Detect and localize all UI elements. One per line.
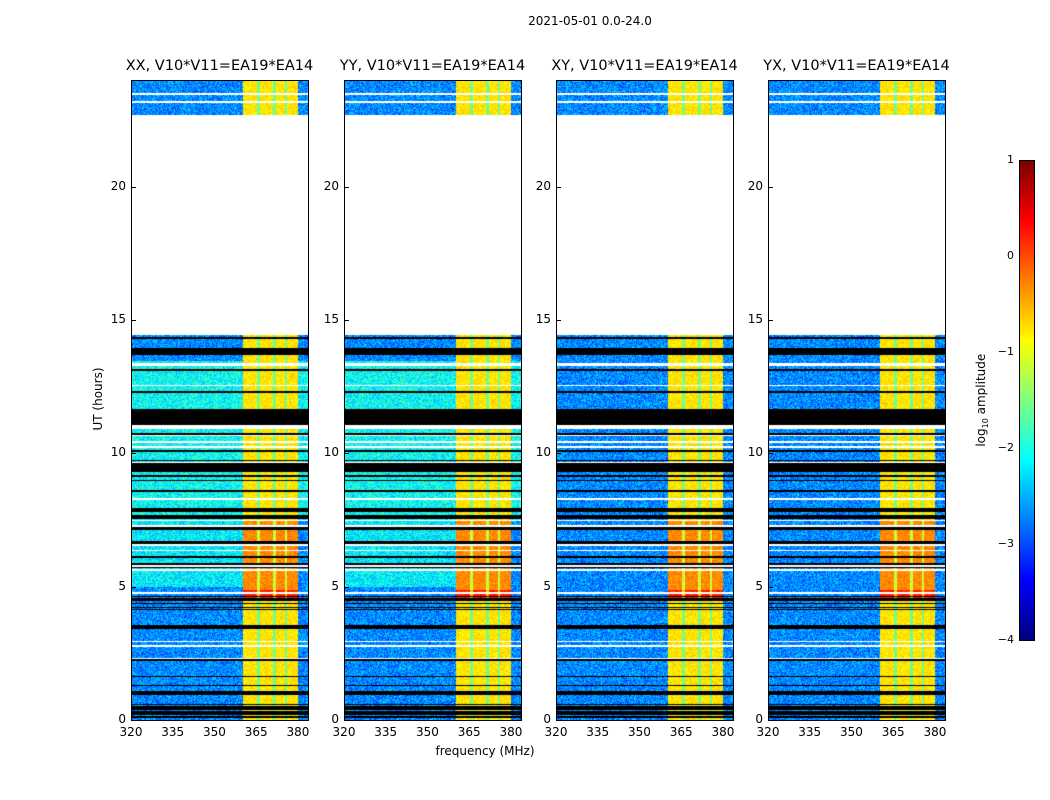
y-tick-label: 15	[323, 312, 339, 326]
x-tick-label: 335	[374, 725, 398, 739]
y-tick-mark	[131, 586, 136, 588]
y-tick-label: 10	[110, 445, 126, 460]
x-tick-label: 320	[756, 725, 780, 739]
y-tick-label: 20	[535, 178, 551, 193]
y-tick-label: 15	[110, 312, 126, 326]
panel-xy: XY, V10*V11=EA19*EA14 0 5 10 15 20 320 335 350 36…	[536, 58, 738, 739]
y-tick-label: 10	[323, 445, 339, 460]
y-tick-label: 20	[110, 178, 126, 193]
y-tick-mark	[556, 453, 561, 455]
colorbar-label: log10 amplitude	[973, 353, 991, 447]
x-tick-label: 380	[923, 725, 947, 739]
y-tick-label: 0	[755, 712, 763, 726]
x-tick-label: 365	[244, 725, 268, 739]
y-tick-mark	[131, 720, 136, 721]
x-tick-label: 365	[881, 725, 905, 739]
figure-title: 2021-05-01 0.0-24.0	[528, 14, 652, 28]
x-tick-label: 335	[798, 725, 822, 739]
y-tick-label: 0	[331, 712, 339, 726]
x-tick-label: 380	[286, 725, 310, 739]
x-tick-label: 380	[499, 725, 523, 739]
y-tick-mark	[768, 320, 773, 321]
x-tick-label: 380	[711, 725, 735, 739]
y-tick-mark	[131, 186, 136, 188]
heatmap-yx	[768, 80, 945, 720]
y-tick-mark	[768, 453, 773, 455]
heatmap-xx	[131, 80, 308, 720]
x-tick-label: 350	[628, 725, 651, 739]
y-tick-mark	[344, 453, 349, 455]
y-tick-label: 0	[543, 712, 551, 726]
colorbar-tick-label: −3	[997, 537, 1014, 550]
y-tick-label: 0	[118, 712, 126, 726]
x-tick-label: 320	[119, 725, 143, 739]
x-tick-label: 320	[544, 725, 568, 739]
x-axis-label: frequency (MHz)	[435, 744, 535, 758]
y-tick-label: 5	[755, 578, 763, 593]
y-tick-mark	[556, 720, 561, 721]
heatmap-xy	[556, 80, 733, 720]
y-tick-label: 15	[535, 312, 551, 326]
y-tick-mark	[768, 586, 773, 588]
y-tick-mark	[131, 320, 136, 321]
colorbar-tick-label: −2	[997, 441, 1014, 454]
x-tick-label: 350	[416, 725, 439, 739]
y-tick-label: 10	[747, 445, 763, 460]
y-tick-mark	[131, 453, 136, 455]
panel-title: YX, V10*V11=EA19*EA14	[763, 58, 950, 74]
panel-title: YY, V10*V11=EA19*EA14	[339, 58, 526, 74]
y-tick-label: 5	[543, 578, 551, 593]
y-tick-mark	[344, 320, 349, 321]
y-tick-mark	[344, 186, 349, 188]
panel-title: XY, V10*V11=EA19*EA14	[551, 58, 738, 74]
x-tick-label: 365	[457, 725, 481, 739]
y-tick-mark	[768, 720, 773, 721]
x-tick-label: 335	[586, 725, 610, 739]
y-tick-label: 5	[118, 578, 126, 593]
panel-xx: XX, V10*V11=EA19*EA14 0 5 10 15 20 320 335 350 36…	[111, 58, 314, 739]
y-tick-mark	[556, 186, 561, 188]
colorbar-tick-label: 1	[1007, 153, 1014, 166]
colorbar-tick-label: 0	[1007, 249, 1014, 262]
x-tick-label: 350	[203, 725, 226, 739]
y-tick-mark	[344, 720, 349, 721]
x-tick-label: 365	[669, 725, 693, 739]
panel-yy: YY, V10*V11=EA19*EA14 0 5 10 15 20 320 335 350 36…	[324, 58, 525, 739]
x-tick-label: 335	[161, 725, 185, 739]
x-tick-label: 350	[840, 725, 863, 739]
panel-title: XX, V10*V11=EA19*EA14	[125, 58, 314, 74]
heatmap-yy	[344, 80, 521, 720]
y-tick-mark	[344, 586, 349, 588]
panel-yx: YX, V10*V11=EA19*EA14 0 5 10 15 20 320 335 350 36…	[748, 58, 950, 739]
colorbar-tick-label: −1	[997, 345, 1014, 358]
y-tick-label: 20	[323, 178, 339, 193]
y-tick-label: 10	[535, 445, 551, 460]
y-tick-mark	[556, 586, 561, 588]
colorbar	[1019, 160, 1035, 641]
y-tick-label: 15	[747, 312, 763, 326]
x-tick-label: 320	[332, 725, 356, 739]
colorbar-tick-label: −4	[997, 633, 1014, 646]
y-tick-mark	[768, 186, 773, 188]
y-tick-label: 5	[331, 578, 339, 593]
y-tick-label: 20	[747, 178, 763, 193]
y-axis-label: UT (hours)	[91, 367, 105, 431]
y-tick-mark	[556, 320, 561, 321]
